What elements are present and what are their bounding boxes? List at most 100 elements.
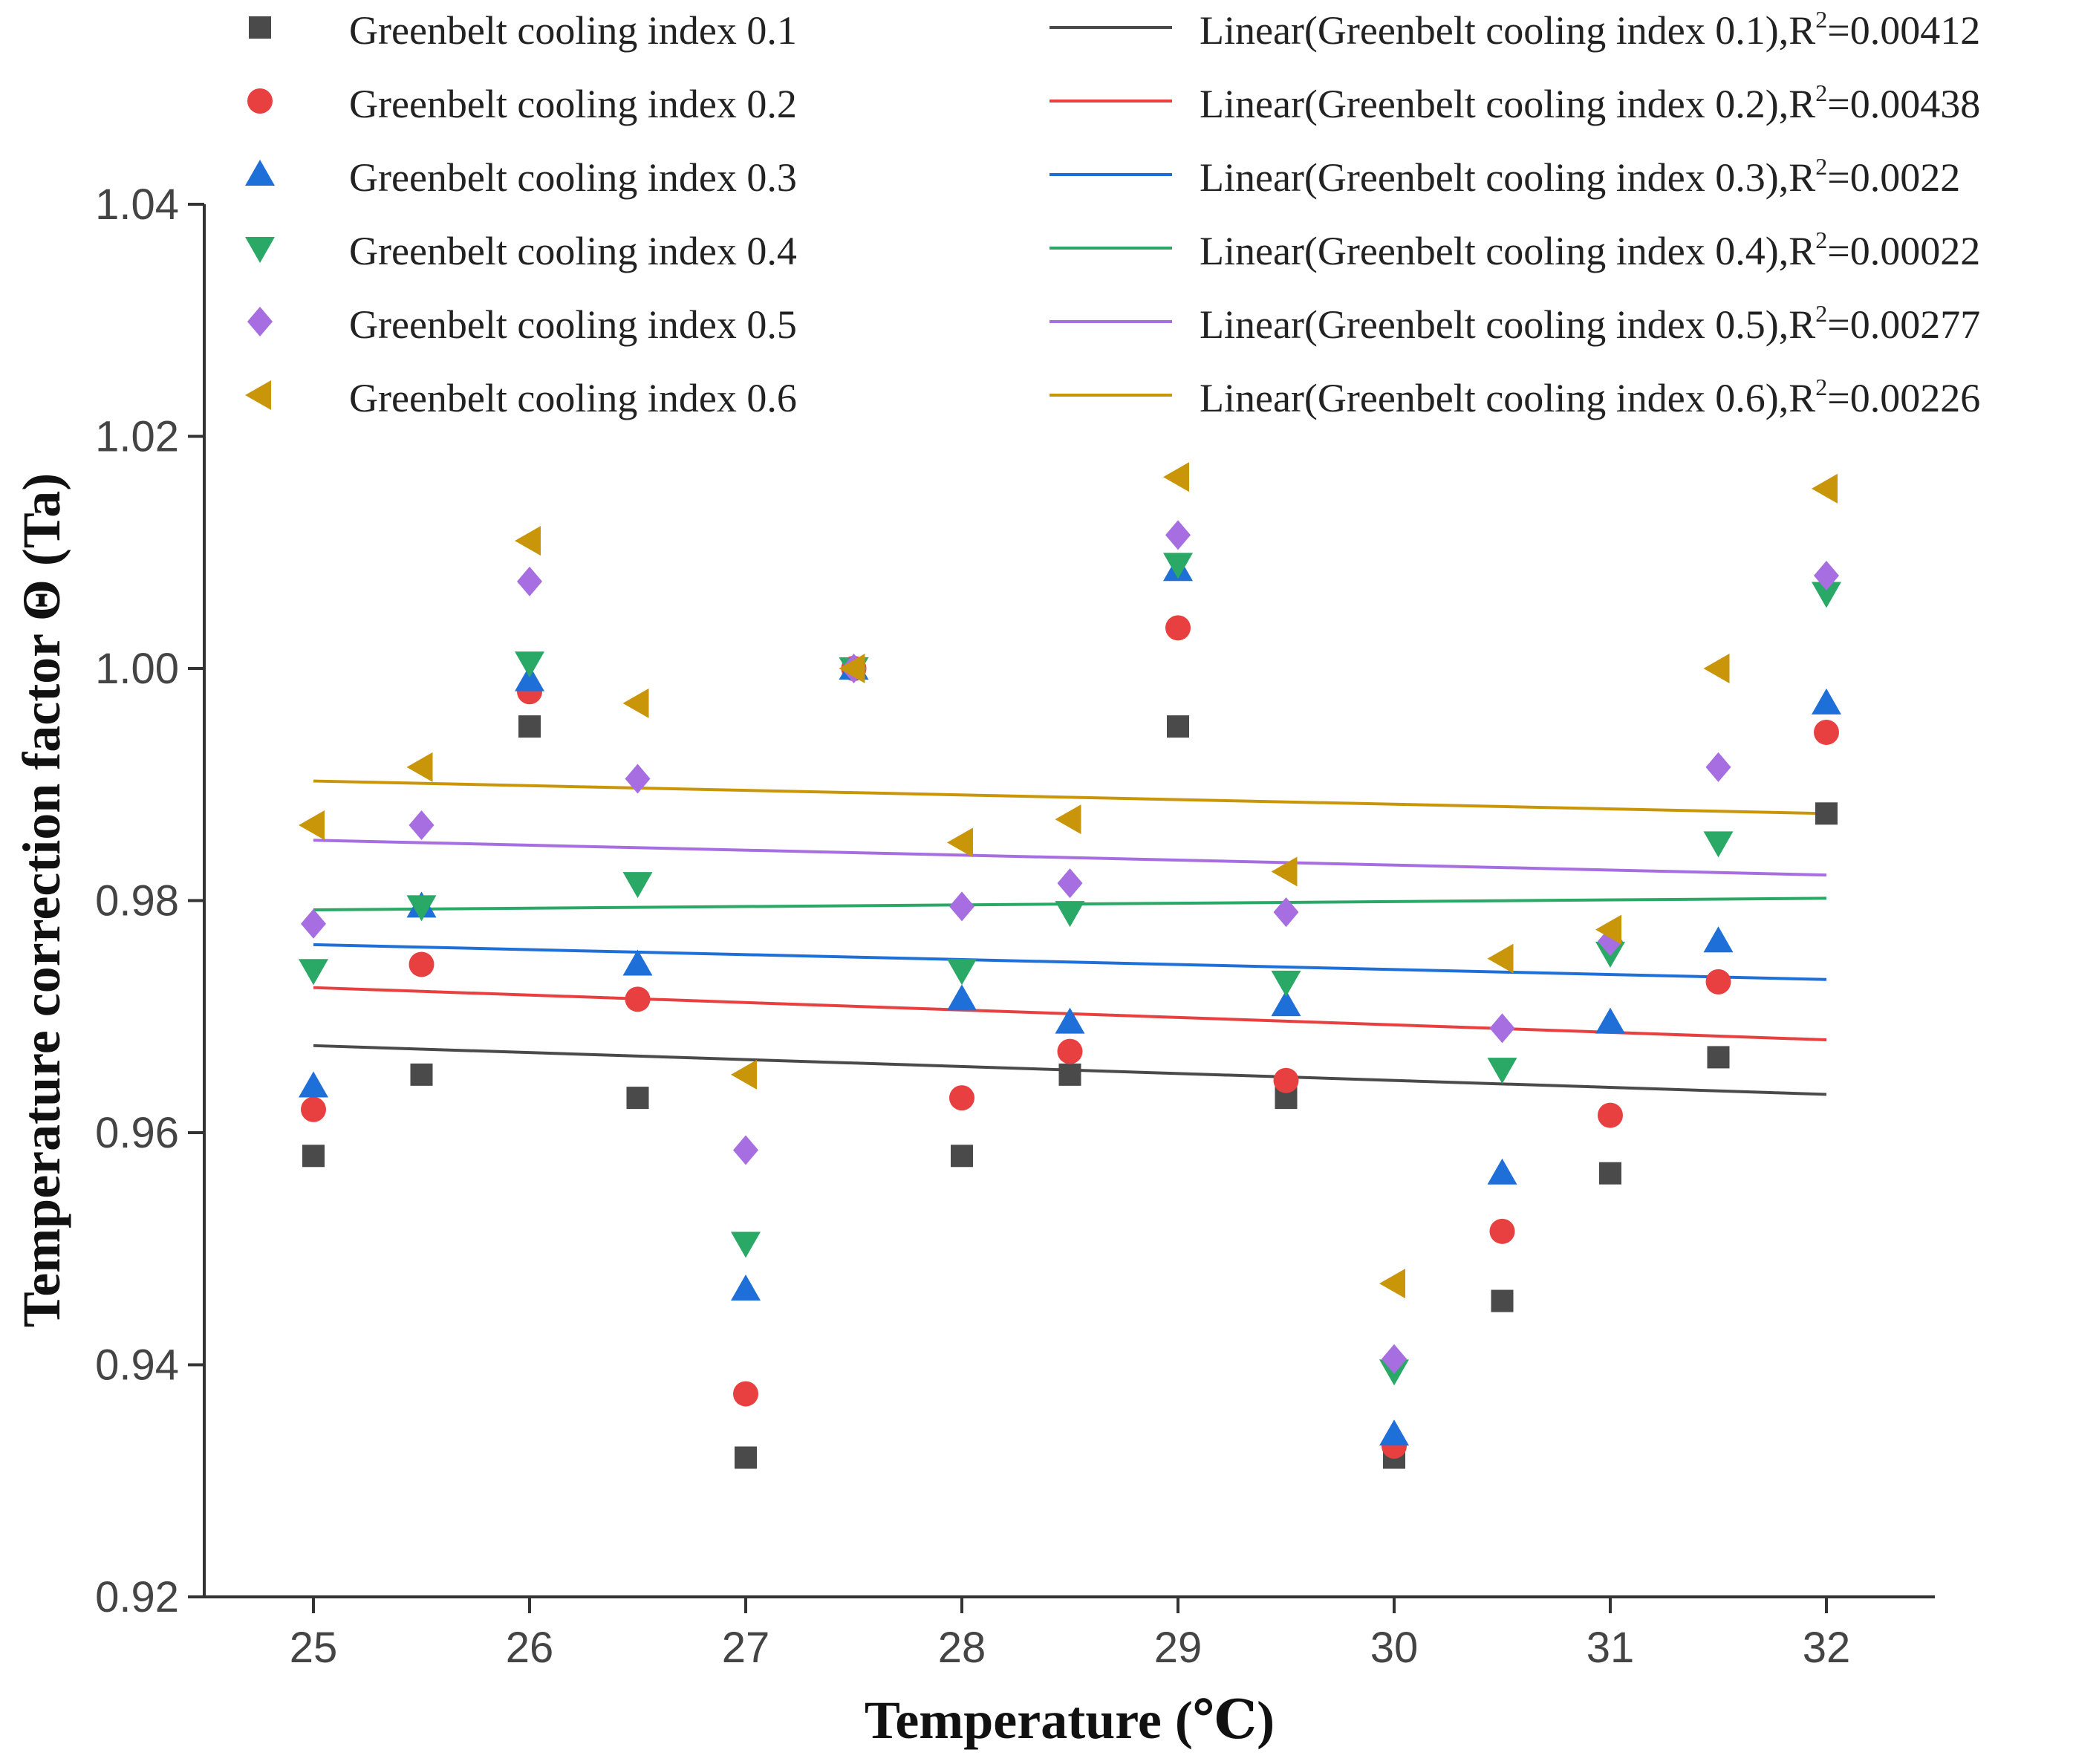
data-point-series-4	[731, 1231, 761, 1258]
data-point-series-5	[1489, 1013, 1515, 1044]
x-tick-label: 28	[938, 1624, 986, 1672]
data-point-series-3	[622, 949, 653, 976]
data-point-series-3	[731, 1274, 761, 1301]
data-point-series-6	[1271, 856, 1298, 887]
data-point-series-3	[1055, 1007, 1085, 1034]
legend-trend-name: Linear(Greenbelt cooling index 0.3),R	[1200, 155, 1815, 200]
legend-r2-superscript: 2	[1815, 6, 1827, 33]
data-point-series-1	[1491, 1289, 1514, 1312]
data-point-series-4	[1271, 970, 1301, 997]
data-point-series-3	[947, 984, 977, 1011]
ticks: 0.92 0.94 0.96 0.98 1.00 1.02 1.04 25 26 27 28 29 30…	[95, 180, 1850, 1672]
legend-trend-name: Linear(Greenbelt cooling index 0.5),R	[1200, 302, 1815, 347]
x-tick-label: 26	[506, 1624, 554, 1672]
data-point-series-6	[731, 1059, 757, 1090]
legend-label-series-3: Greenbelt cooling index 0.3	[349, 155, 797, 200]
data-point-series-5	[301, 908, 326, 939]
legend-marker-series-2	[247, 88, 273, 114]
legend-label-series-1: Greenbelt cooling index 0.1	[349, 8, 797, 53]
data-point-series-4	[1487, 1058, 1517, 1084]
legend-marker-series-1	[249, 16, 271, 39]
data-point-series-2	[1705, 969, 1731, 995]
data-point-series-5	[625, 764, 651, 794]
data-point-series-2	[1057, 1038, 1083, 1064]
legend-r2-value: =0.00277	[1827, 302, 1980, 347]
legend-r2-value: =0.0022	[1827, 155, 1960, 200]
x-axis-title: Temperature (℃)	[865, 1690, 1275, 1750]
legend-trend-name: Linear(Greenbelt cooling index 0.2),R	[1200, 82, 1815, 126]
legend-trend-name: Linear(Greenbelt cooling index 0.6),R	[1200, 376, 1815, 420]
data-point-series-6	[839, 654, 865, 683]
x-tick-label: 32	[1803, 1624, 1851, 1672]
legend-marker-series-5	[247, 307, 273, 336]
legend-label-series-5: Greenbelt cooling index 0.5	[349, 302, 797, 347]
legend-marker-series-3	[245, 160, 275, 186]
data-point-series-5	[733, 1135, 758, 1165]
legend-label-trend-6: Linear(Greenbelt cooling index 0.6),R2=0…	[1200, 374, 1980, 420]
legend-label-trend-4: Linear(Greenbelt cooling index 0.4),R2=0…	[1200, 227, 1980, 273]
data-point-series-1	[951, 1145, 973, 1168]
data-point-series-5	[949, 891, 974, 922]
data-point-series-3	[1271, 990, 1301, 1017]
data-point-series-1	[626, 1087, 649, 1110]
data-points	[299, 462, 1841, 1469]
data-point-series-6	[1163, 462, 1189, 492]
data-point-series-4	[299, 959, 328, 986]
data-point-series-2	[733, 1381, 758, 1407]
data-point-series-6	[1055, 804, 1081, 835]
data-point-series-1	[518, 715, 541, 738]
data-point-series-1	[1167, 715, 1189, 738]
data-point-series-6	[299, 810, 325, 840]
legend-label-trend-1: Linear(Greenbelt cooling index 0.1),R2=0…	[1200, 6, 1980, 53]
legend-label-trend-3: Linear(Greenbelt cooling index 0.3),R2=0…	[1200, 153, 1960, 200]
data-point-series-5	[517, 566, 542, 596]
data-point-series-1	[735, 1446, 757, 1469]
data-point-series-6	[1703, 654, 1730, 683]
legend-r2-superscript: 2	[1815, 374, 1827, 400]
legend-r2-superscript: 2	[1815, 300, 1827, 327]
legend: Greenbelt cooling index 0.1 Greenbelt coo…	[245, 6, 1980, 420]
data-point-series-5	[1273, 897, 1299, 928]
x-tick-label: 29	[1154, 1624, 1203, 1672]
legend-r2-value: =0.00412	[1827, 8, 1980, 53]
legend-r2-superscript: 2	[1815, 227, 1827, 253]
data-point-series-4	[515, 651, 544, 678]
data-point-series-2	[301, 1096, 326, 1122]
y-tick-label: 1.02	[95, 413, 179, 461]
legend-r2-value: =0.00226	[1827, 376, 1980, 420]
data-point-series-5	[1382, 1344, 1407, 1374]
data-point-series-3	[1379, 1419, 1409, 1446]
y-tick-label: 0.94	[95, 1341, 179, 1390]
y-tick-label: 1.00	[95, 645, 179, 693]
data-point-series-1	[302, 1145, 325, 1168]
data-point-series-4	[1812, 582, 1841, 608]
trendline-5	[313, 839, 1827, 877]
data-point-series-5	[409, 810, 435, 840]
y-tick-label: 0.96	[95, 1109, 179, 1157]
y-tick-label: 0.92	[95, 1573, 179, 1621]
data-point-series-4	[622, 872, 653, 899]
data-point-series-2	[409, 951, 435, 977]
data-point-series-3	[299, 1071, 328, 1098]
data-point-series-6	[1595, 914, 1621, 945]
x-tick-label: 30	[1370, 1624, 1419, 1672]
data-point-series-6	[947, 827, 973, 858]
trendline-6	[313, 779, 1827, 816]
data-point-series-6	[622, 688, 649, 718]
x-tick-label: 25	[290, 1624, 338, 1672]
legend-r2-superscript: 2	[1815, 153, 1827, 180]
data-point-series-4	[1163, 553, 1193, 579]
data-point-series-6	[515, 526, 541, 556]
data-point-series-3	[515, 665, 544, 691]
legend-label-series-2: Greenbelt cooling index 0.2	[349, 82, 797, 126]
trendline-3	[313, 943, 1827, 981]
data-point-series-5	[1165, 520, 1191, 550]
data-point-series-6	[1379, 1269, 1405, 1299]
y-tick-label: 0.98	[95, 877, 179, 925]
data-point-series-2	[1165, 615, 1191, 641]
y-tick-label: 1.04	[95, 180, 179, 229]
data-point-series-1	[1599, 1162, 1621, 1185]
x-tick-label: 27	[722, 1624, 770, 1672]
legend-r2-value: =0.00438	[1827, 82, 1980, 126]
